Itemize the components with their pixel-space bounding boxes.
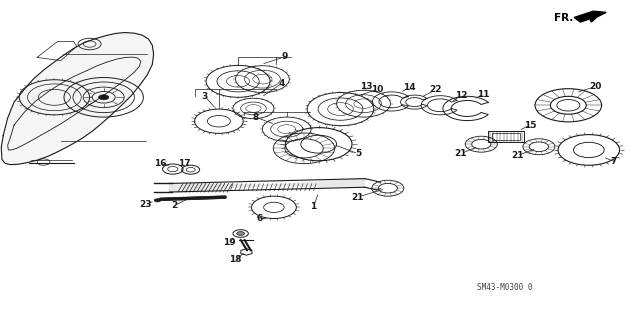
- Text: 4: 4: [278, 79, 285, 88]
- Text: 1: 1: [310, 202, 317, 211]
- Circle shape: [237, 232, 244, 235]
- Text: 10: 10: [371, 85, 384, 94]
- Text: 18: 18: [229, 255, 242, 263]
- Text: 21: 21: [511, 151, 524, 160]
- Text: 14: 14: [403, 83, 416, 92]
- Text: 12: 12: [454, 91, 467, 100]
- Polygon shape: [170, 179, 365, 192]
- Text: 5: 5: [355, 149, 362, 158]
- Text: 7: 7: [610, 157, 616, 166]
- Text: 19: 19: [223, 238, 236, 247]
- Polygon shape: [1, 33, 154, 165]
- Text: 17: 17: [178, 159, 191, 168]
- Text: 3: 3: [202, 92, 208, 101]
- Text: 21: 21: [454, 149, 467, 158]
- Text: 22: 22: [429, 85, 442, 94]
- Text: 13: 13: [360, 82, 372, 91]
- Text: 23: 23: [140, 200, 152, 209]
- Text: 2: 2: [171, 201, 177, 210]
- Text: 21: 21: [351, 193, 364, 202]
- Text: 11: 11: [477, 90, 490, 99]
- Text: SM43-M0300 0: SM43-M0300 0: [477, 283, 532, 292]
- Text: 20: 20: [589, 82, 602, 91]
- Polygon shape: [574, 11, 606, 22]
- Circle shape: [99, 95, 109, 100]
- Circle shape: [154, 199, 161, 202]
- Text: 16: 16: [154, 159, 166, 168]
- Text: 6: 6: [256, 214, 262, 223]
- Text: 8: 8: [253, 113, 259, 122]
- Text: 9: 9: [282, 52, 288, 61]
- Text: FR.: FR.: [554, 13, 573, 23]
- Text: 15: 15: [524, 121, 536, 130]
